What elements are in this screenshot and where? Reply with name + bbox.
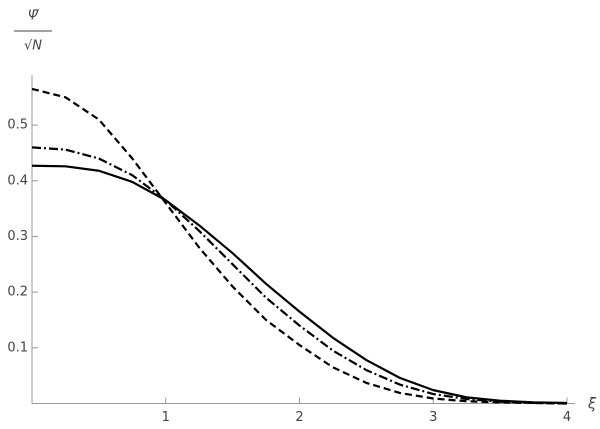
y-tick-label: 0.5 xyxy=(7,118,28,133)
x-tick-label: 4 xyxy=(563,410,571,425)
series-line xyxy=(31,146,567,405)
x-tick-label: 2 xyxy=(295,410,303,425)
series-line xyxy=(31,87,567,405)
y-tick-label: 0.4 xyxy=(7,173,28,188)
x-label: ξ xyxy=(587,395,597,413)
x-tick-label: 3 xyxy=(429,410,437,425)
x-tick-label: 1 xyxy=(162,410,170,425)
y-tick-label: 0.3 xyxy=(7,229,28,244)
y-label-numerator: Ψ̃ xyxy=(28,9,39,24)
y-tick-label: 0.2 xyxy=(7,285,28,300)
y-label-denominator: √N xyxy=(24,39,42,54)
y-tick-label: 0.1 xyxy=(7,340,28,355)
series-line xyxy=(31,164,567,405)
